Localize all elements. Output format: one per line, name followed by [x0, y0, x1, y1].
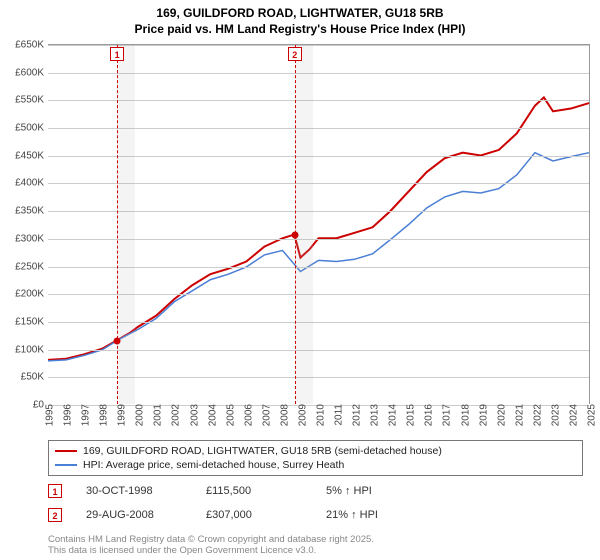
x-tick-label: 2007 — [257, 404, 272, 426]
x-tick-label: 2001 — [149, 404, 164, 426]
x-tick-label: 1998 — [95, 404, 110, 426]
legend-box: 169, GUILDFORD ROAD, LIGHTWATER, GU18 5R… — [48, 440, 583, 476]
title-line-1: 169, GUILDFORD ROAD, LIGHTWATER, GU18 5R… — [0, 6, 600, 22]
legend-item-price-paid: 169, GUILDFORD ROAD, LIGHTWATER, GU18 5R… — [55, 444, 576, 458]
x-tick-label: 2017 — [438, 404, 453, 426]
y-tick-label: £600K — [15, 67, 48, 78]
chart-container: 169, GUILDFORD ROAD, LIGHTWATER, GU18 5R… — [0, 0, 600, 560]
title-line-2: Price paid vs. HM Land Registry's House … — [0, 22, 600, 38]
x-tick-label: 2016 — [420, 404, 435, 426]
sale-band — [295, 45, 313, 404]
sale-hpi: 5% ↑ HPI — [326, 485, 372, 497]
x-tick-label: 2020 — [492, 404, 507, 426]
x-tick-label: 2006 — [239, 404, 254, 426]
x-tick-label: 2010 — [312, 404, 327, 426]
sale-marker-icon: 1 — [48, 484, 62, 498]
y-tick-label: £300K — [15, 233, 48, 244]
y-tick-label: £150K — [15, 316, 48, 327]
legend-item-hpi: HPI: Average price, semi-detached house,… — [55, 458, 576, 472]
attribution-text: Contains HM Land Registry data © Crown c… — [48, 534, 374, 557]
x-tick-label: 1997 — [77, 404, 92, 426]
sale-date: 29-AUG-2008 — [86, 509, 206, 521]
sale-marker-icon: 2 — [48, 508, 62, 522]
sale-dot — [114, 338, 121, 345]
sale-row-2: 2 29-AUG-2008 £307,000 21% ↑ HPI — [48, 508, 583, 522]
y-tick-label: £200K — [15, 289, 48, 300]
x-tick-label: 2025 — [583, 404, 598, 426]
x-tick-label: 2008 — [275, 404, 290, 426]
chart-plot-area: £0£50K£100K£150K£200K£250K£300K£350K£400… — [48, 44, 590, 404]
sale-date: 30-OCT-1998 — [86, 485, 206, 497]
y-tick-label: £400K — [15, 178, 48, 189]
sale-marker-box: 2 — [288, 47, 302, 61]
y-tick-label: £500K — [15, 123, 48, 134]
y-tick-label: £50K — [21, 372, 48, 383]
x-tick-label: 2000 — [131, 404, 146, 426]
y-tick-label: £550K — [15, 95, 48, 106]
sale-price: £115,500 — [206, 485, 326, 497]
x-tick-label: 2002 — [167, 404, 182, 426]
sale-row-1: 1 30-OCT-1998 £115,500 5% ↑ HPI — [48, 484, 583, 498]
legend-swatch — [55, 450, 77, 452]
x-tick-label: 2011 — [330, 404, 345, 426]
legend-label: 169, GUILDFORD ROAD, LIGHTWATER, GU18 5R… — [83, 445, 442, 457]
sale-dot — [291, 231, 298, 238]
attribution-line-1: Contains HM Land Registry data © Crown c… — [48, 534, 374, 545]
x-tick-label: 2012 — [348, 404, 363, 426]
y-tick-label: £250K — [15, 261, 48, 272]
legend-label: HPI: Average price, semi-detached house,… — [83, 459, 344, 471]
x-tick-label: 2014 — [384, 404, 399, 426]
x-tick-label: 2003 — [185, 404, 200, 426]
title-block: 169, GUILDFORD ROAD, LIGHTWATER, GU18 5R… — [0, 0, 600, 37]
y-tick-label: £350K — [15, 206, 48, 217]
x-tick-label: 2021 — [510, 404, 525, 426]
y-tick-label: £100K — [15, 344, 48, 355]
sale-hpi: 21% ↑ HPI — [326, 509, 378, 521]
x-tick-label: 2018 — [456, 404, 471, 426]
x-tick-label: 2005 — [221, 404, 236, 426]
x-tick-label: 1995 — [41, 404, 56, 426]
sale-band — [117, 45, 135, 404]
x-tick-label: 2013 — [366, 404, 381, 426]
x-tick-label: 1999 — [113, 404, 128, 426]
sale-marker-box: 1 — [110, 47, 124, 61]
legend-swatch — [55, 464, 77, 466]
x-tick-label: 1996 — [59, 404, 74, 426]
x-tick-label: 2004 — [203, 404, 218, 426]
sale-dashed-line — [295, 45, 296, 404]
x-tick-label: 2019 — [474, 404, 489, 426]
x-tick-label: 2022 — [528, 404, 543, 426]
attribution-line-2: This data is licensed under the Open Gov… — [48, 545, 374, 556]
sale-price: £307,000 — [206, 509, 326, 521]
y-tick-label: £450K — [15, 150, 48, 161]
x-tick-label: 2015 — [402, 404, 417, 426]
x-tick-label: 2023 — [546, 404, 561, 426]
x-tick-label: 2009 — [293, 404, 308, 426]
x-tick-label: 2024 — [564, 404, 579, 426]
y-tick-label: £650K — [15, 40, 48, 51]
sale-dashed-line — [117, 45, 118, 404]
